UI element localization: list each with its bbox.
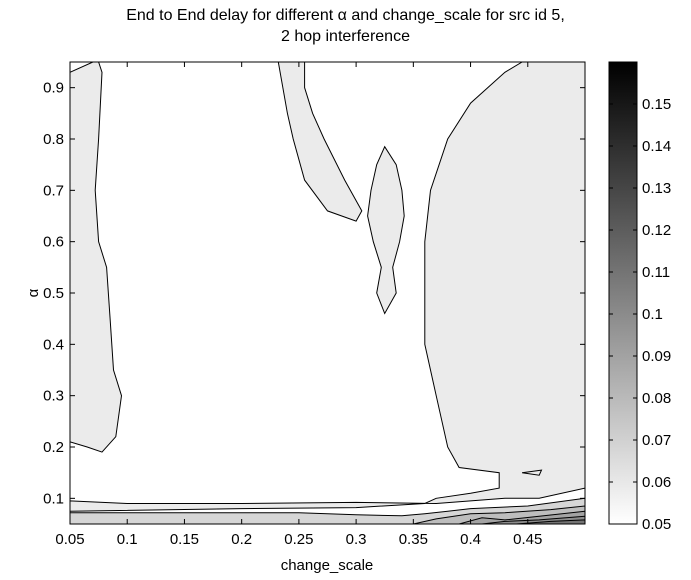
colorbar-tick-label: 0.12	[642, 222, 671, 239]
contour-region-4	[70, 62, 123, 453]
x-tick-label: 0.3	[346, 531, 367, 548]
colorbar-ticks: 0.05 0.06 0.07 0.08 0.09 0.1 0.11 0.12 0.13 0.14 0…	[609, 96, 671, 533]
colorbar-tick-label: 0.05	[642, 516, 671, 533]
y-tick-label: 0.6	[43, 234, 64, 251]
y-tick-label: 0.7	[43, 182, 64, 199]
y-tick-label: 0.4	[43, 336, 64, 353]
x-axis-label: change_scale	[281, 557, 374, 574]
x-tick-label: 0.35	[399, 531, 428, 548]
contour-region-2	[277, 62, 363, 222]
x-axis: 0.05 0.1 0.15 0.2 0.25 0.3 0.35 0.4 0.45	[55, 62, 542, 548]
contour-region-10	[522, 469, 543, 476]
contour-regions	[70, 62, 585, 524]
x-tick-label: 0.4	[460, 531, 481, 548]
y-tick-label: 0.9	[43, 80, 64, 97]
y-tick-label: 0.8	[43, 131, 64, 148]
y-tick-label: 0.5	[43, 285, 64, 302]
colorbar	[608, 61, 638, 525]
x-tick-label: 0.15	[170, 531, 199, 548]
contour-region-1	[70, 62, 585, 512]
colorbar-tick-label: 0.13	[642, 180, 671, 197]
chart-title-line-1: End to End delay for different α and cha…	[126, 7, 565, 24]
colorbar-tick-label: 0.06	[642, 474, 671, 491]
x-tick-label: 0.2	[231, 531, 252, 548]
x-tick-label: 0.45	[513, 531, 542, 548]
contour-region-9	[516, 519, 585, 524]
y-tick-label: 0.3	[43, 388, 64, 405]
colorbar-tick-label: 0.09	[642, 348, 671, 365]
colorbar-tick-label: 0.1	[642, 306, 663, 323]
y-tick-label: 0.1	[43, 490, 64, 507]
colorbar-tick-label: 0.08	[642, 390, 671, 407]
y-axis: 0.1 0.2 0.3 0.4 0.5 0.6 0.7 0.8 0.9	[43, 80, 585, 507]
chart-title-line-2: 2 hop interference	[281, 28, 410, 45]
x-tick-label: 0.25	[284, 531, 313, 548]
y-axis-label: α	[25, 288, 42, 297]
colorbar-tick-label: 0.07	[642, 432, 671, 449]
colorbar-tick-label: 0.15	[642, 96, 671, 113]
colorbar-tick-label: 0.11	[642, 264, 670, 281]
y-tick-label: 0.2	[43, 439, 64, 456]
x-tick-label: 0.1	[117, 531, 138, 548]
x-tick-label: 0.05	[55, 531, 84, 548]
colorbar-tick-label: 0.14	[642, 138, 671, 155]
contour-region-3	[367, 145, 405, 315]
